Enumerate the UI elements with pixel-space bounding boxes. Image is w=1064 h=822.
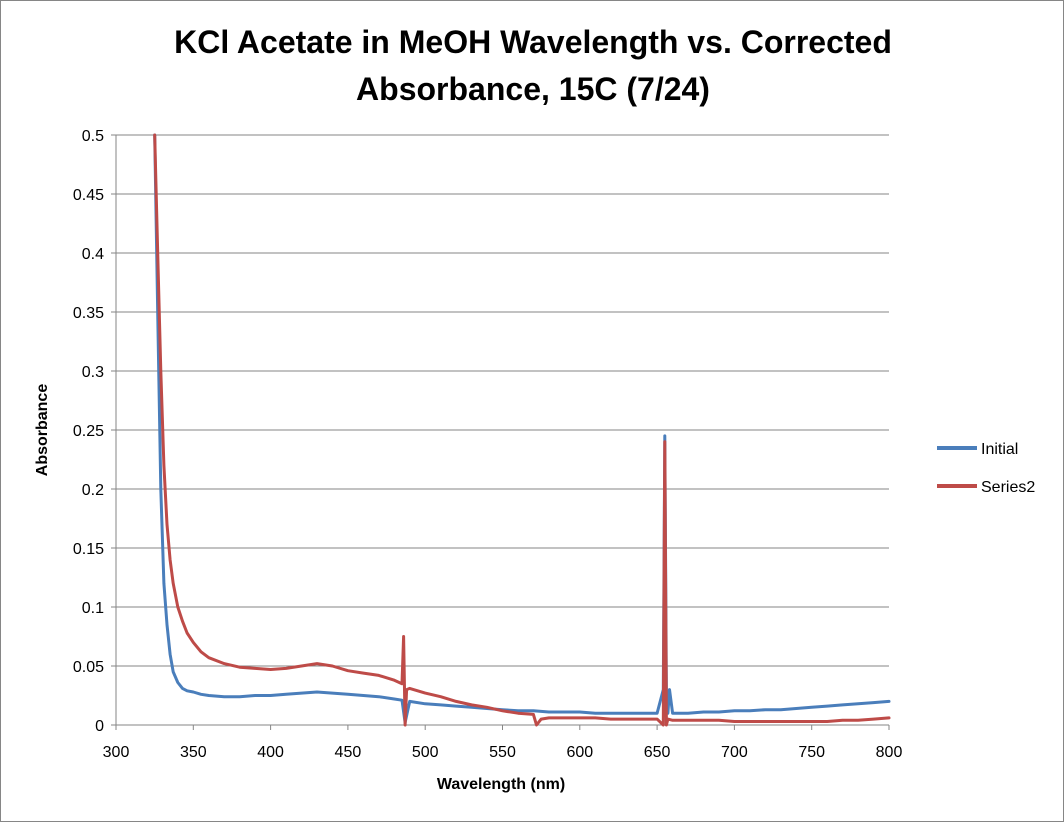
x-tick-label: 350 xyxy=(180,744,207,761)
x-tick-label: 700 xyxy=(721,744,748,761)
x-tick-label: 650 xyxy=(644,744,671,761)
legend-label-initial: Initial xyxy=(981,441,1018,458)
y-tick-label: 0.05 xyxy=(73,659,104,676)
y-tick-label: 0.2 xyxy=(82,482,104,499)
y-tick-labels: 0 0.05 0.1 0.15 0.2 0.25 0.3 0.35 0.4 0.45 0.5 xyxy=(73,128,104,735)
series-layer xyxy=(153,133,891,727)
series-line-series2 xyxy=(153,133,891,727)
y-tick-label: 0.25 xyxy=(73,423,104,440)
x-axis-title: Wavelength (nm) xyxy=(437,776,565,793)
y-tick-label: 0.4 xyxy=(82,246,104,263)
y-axis-title: Absorbance xyxy=(34,384,51,477)
x-tick-label: 450 xyxy=(335,744,362,761)
chart-title-line-1: KCl Acetate in MeOH Wavelength vs. Corre… xyxy=(174,24,892,60)
y-tick-label: 0.35 xyxy=(73,305,104,322)
y-tick-label: 0.5 xyxy=(82,128,104,145)
y-tick-label: 0.1 xyxy=(82,600,104,617)
y-tick-label: 0.3 xyxy=(82,364,104,381)
chart-title-line-2: Absorbance, 15C (7/24) xyxy=(356,71,710,107)
y-tick-label: 0.45 xyxy=(73,187,104,204)
legend: Initial Series2 xyxy=(937,441,1035,496)
gridlines xyxy=(111,134,889,726)
x-tick-label: 600 xyxy=(566,744,593,761)
series-line-initial xyxy=(153,133,891,725)
x-tick-label: 750 xyxy=(798,744,825,761)
x-tick-label: 550 xyxy=(489,744,516,761)
legend-label-series2: Series2 xyxy=(981,479,1035,496)
y-tick-label: 0.15 xyxy=(73,541,104,558)
x-tick-label: 300 xyxy=(103,744,130,761)
x-tick-label: 400 xyxy=(257,744,284,761)
x-tick-label: 800 xyxy=(876,744,903,761)
y-tick-label: 0 xyxy=(95,718,104,735)
x-tick-label: 500 xyxy=(412,744,439,761)
x-tick-labels: 300 350 400 450 500 550 600 650 700 750 800 xyxy=(103,744,903,761)
axes xyxy=(115,135,890,730)
